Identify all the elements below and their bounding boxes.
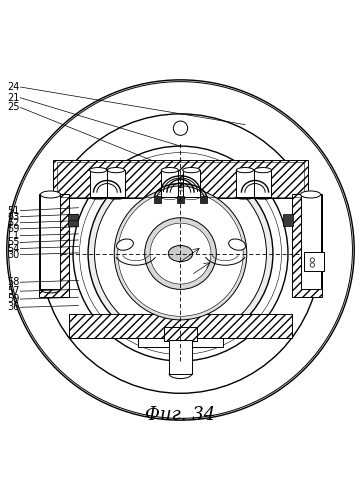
Text: 1: 1 xyxy=(13,230,19,240)
Bar xyxy=(69,314,292,338)
Text: 51: 51 xyxy=(7,206,19,216)
Circle shape xyxy=(150,223,211,284)
Bar xyxy=(236,170,253,197)
Text: 30: 30 xyxy=(7,250,19,260)
Ellipse shape xyxy=(7,80,354,420)
Bar xyxy=(40,194,61,290)
Bar xyxy=(254,170,271,197)
Bar xyxy=(169,340,192,374)
Text: Фиг. 34: Фиг. 34 xyxy=(145,406,216,424)
Bar xyxy=(53,160,308,198)
Ellipse shape xyxy=(254,168,271,172)
Circle shape xyxy=(310,258,314,262)
Text: 24: 24 xyxy=(7,82,19,92)
Text: 54: 54 xyxy=(7,244,19,254)
Ellipse shape xyxy=(229,239,245,250)
Circle shape xyxy=(88,161,273,346)
Bar xyxy=(108,170,125,197)
Text: 21: 21 xyxy=(7,93,19,103)
Text: 36: 36 xyxy=(7,302,19,312)
Ellipse shape xyxy=(40,191,61,198)
Bar xyxy=(200,196,207,203)
Text: 52: 52 xyxy=(7,218,19,228)
Bar xyxy=(164,327,197,342)
Ellipse shape xyxy=(183,168,200,172)
Ellipse shape xyxy=(300,191,321,198)
Bar xyxy=(292,194,322,296)
Bar xyxy=(57,162,304,197)
Circle shape xyxy=(310,263,314,267)
Text: 59: 59 xyxy=(7,224,19,234)
Bar xyxy=(177,196,184,203)
Circle shape xyxy=(114,188,247,320)
Bar xyxy=(138,338,223,347)
Ellipse shape xyxy=(168,246,193,262)
Ellipse shape xyxy=(161,168,178,172)
Bar xyxy=(68,214,78,226)
Bar xyxy=(183,170,200,197)
Circle shape xyxy=(73,146,288,361)
Ellipse shape xyxy=(236,168,253,172)
Circle shape xyxy=(95,168,266,340)
Ellipse shape xyxy=(108,168,125,172)
Bar xyxy=(283,214,293,226)
Text: 59: 59 xyxy=(7,294,19,304)
Bar xyxy=(300,194,321,290)
Text: 25: 25 xyxy=(7,102,19,113)
Text: 57: 57 xyxy=(7,286,19,296)
Bar xyxy=(304,252,324,272)
Circle shape xyxy=(118,191,243,316)
Circle shape xyxy=(145,218,216,290)
Bar xyxy=(161,170,178,197)
Text: 55: 55 xyxy=(7,238,19,248)
Text: 63: 63 xyxy=(7,212,19,222)
Circle shape xyxy=(173,121,188,136)
Circle shape xyxy=(41,114,320,394)
Text: 58: 58 xyxy=(7,277,19,287)
Ellipse shape xyxy=(117,239,134,250)
Bar xyxy=(39,194,69,296)
Bar xyxy=(90,170,107,197)
Ellipse shape xyxy=(90,168,107,172)
Ellipse shape xyxy=(9,82,352,418)
Bar xyxy=(154,196,161,203)
